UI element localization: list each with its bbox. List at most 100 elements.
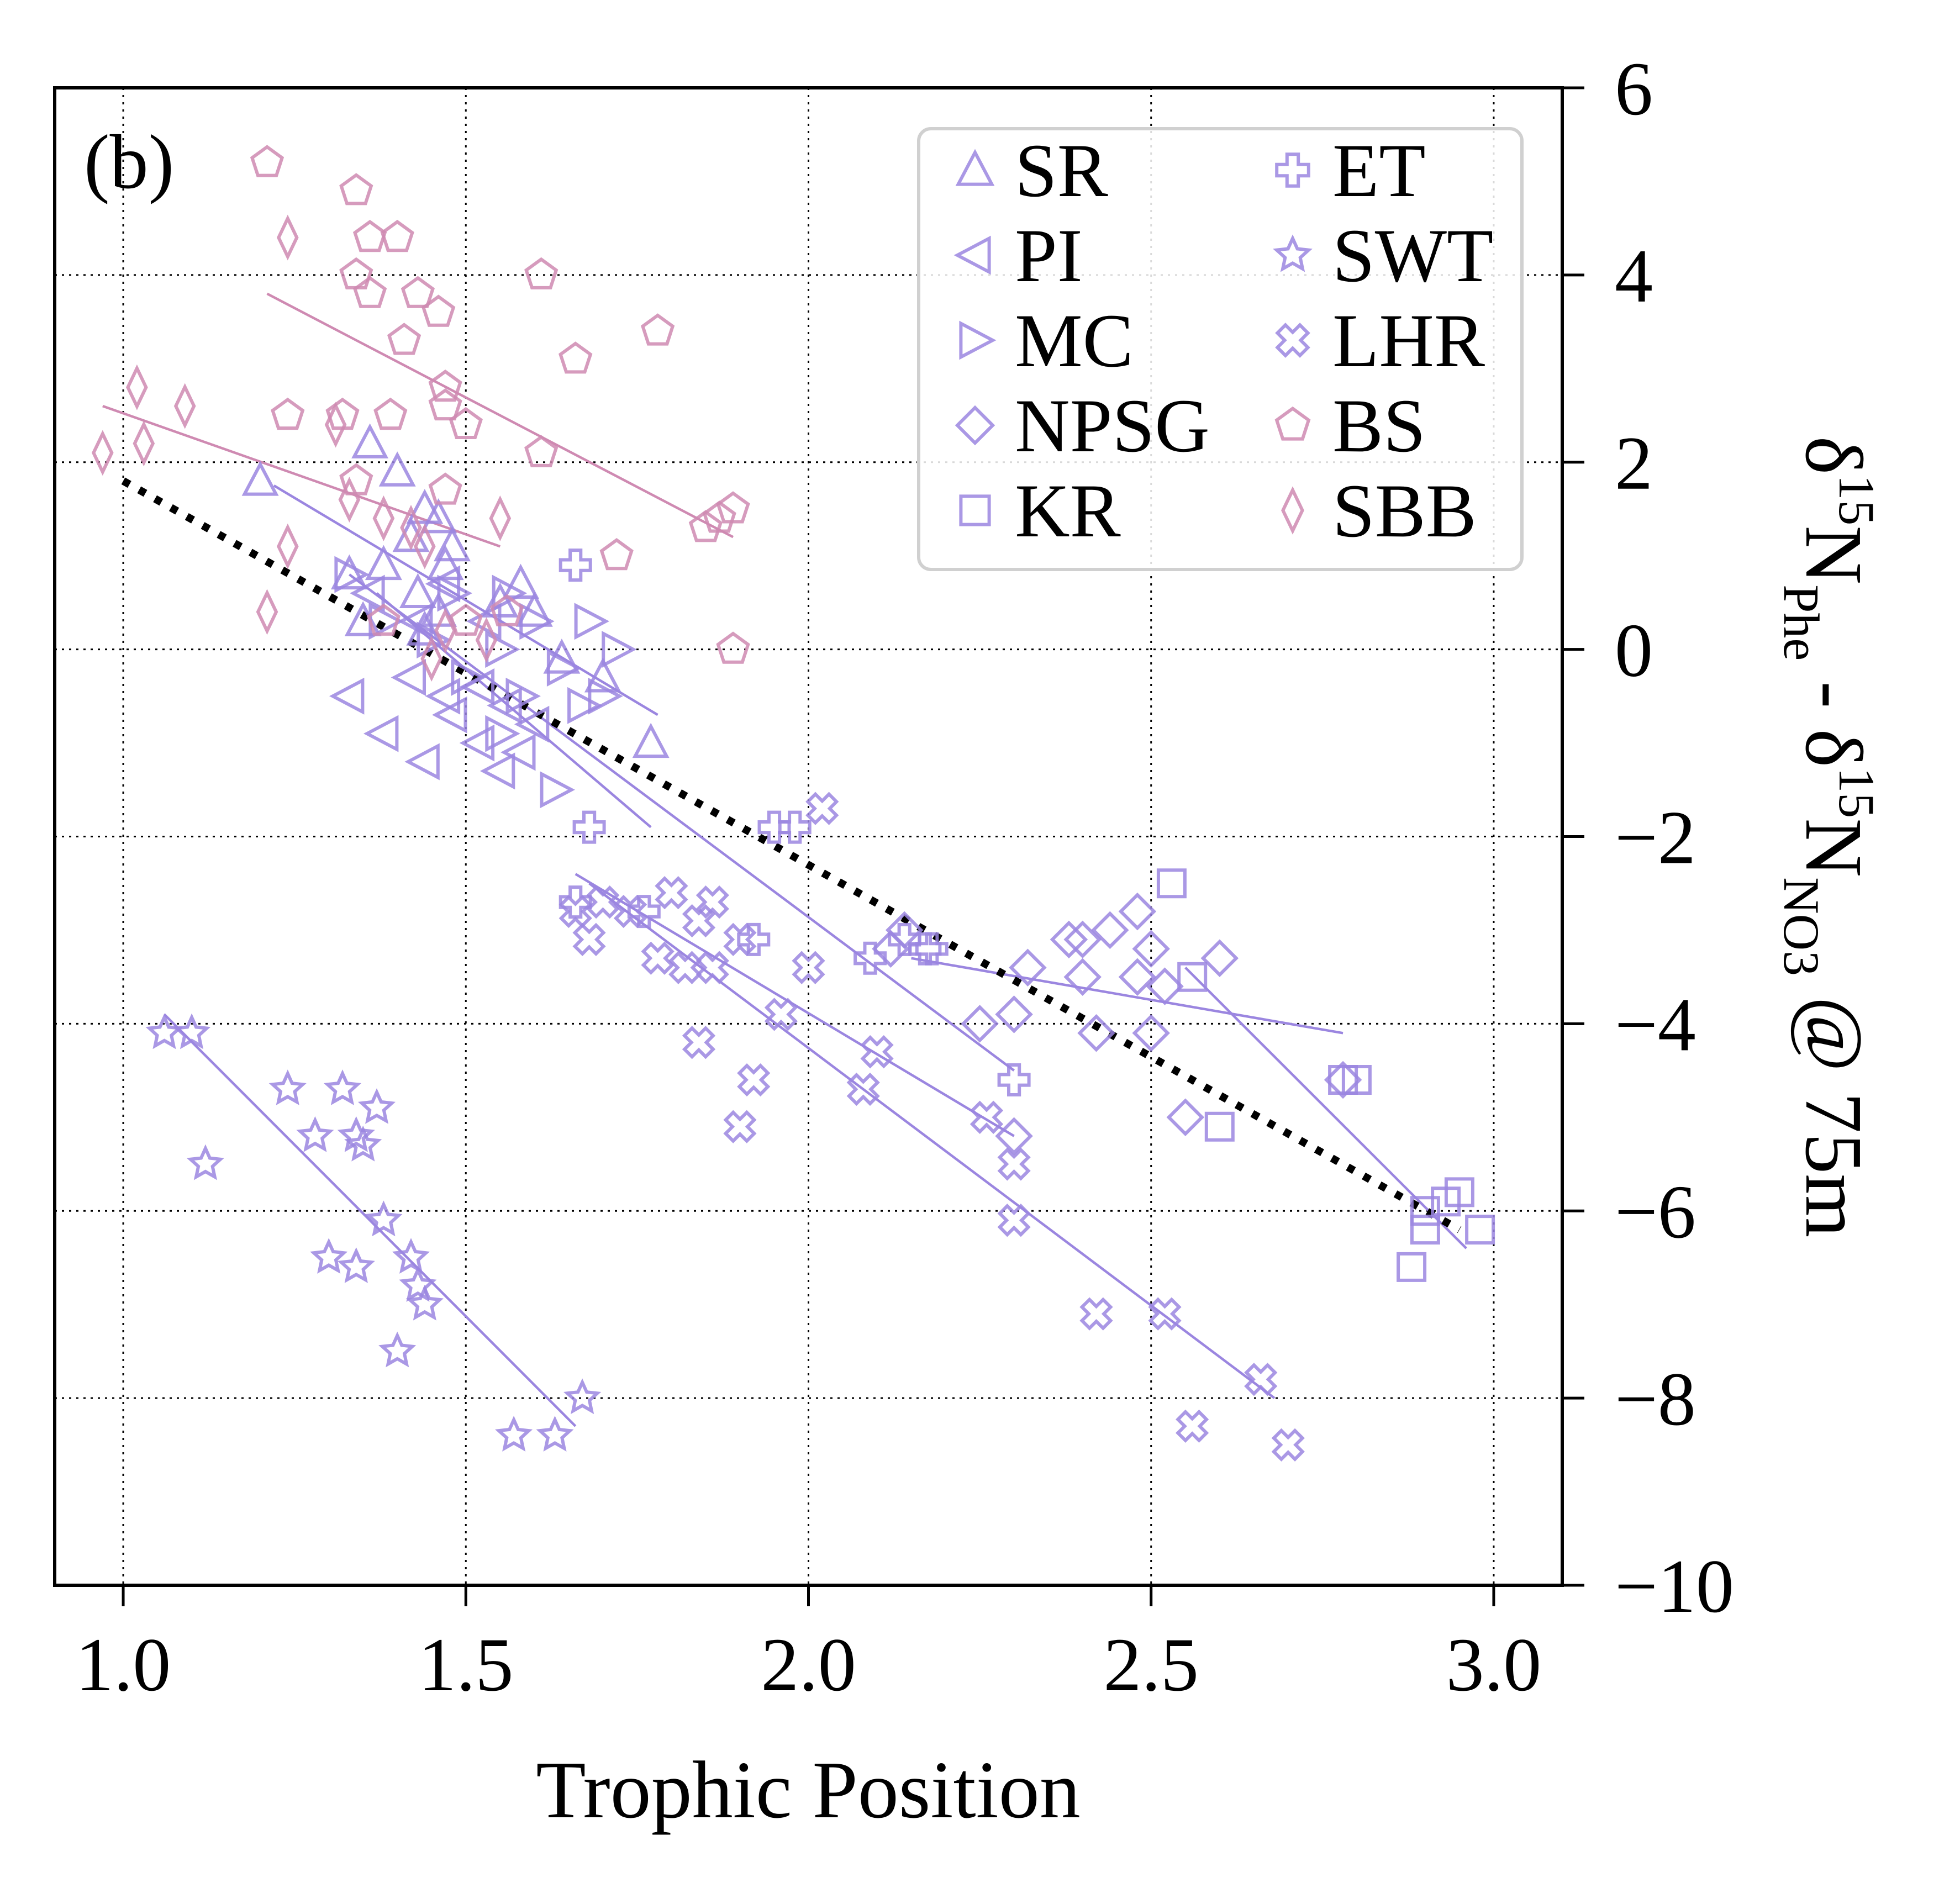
point-npsg [1132,1014,1170,1052]
point-kr [1177,962,1208,992]
point-lhr [737,1063,771,1097]
point-sbb [126,364,148,410]
point-sr [502,563,539,599]
point-npsg [1132,930,1170,968]
point-mc [485,631,520,668]
point-mc [574,603,610,640]
point-lhr [572,922,606,957]
point-sbb [173,383,196,429]
point-sr [434,526,471,562]
point-kr [1397,1252,1427,1282]
point-swt [145,1013,183,1049]
point-sbb [256,589,278,635]
y-tick-label: 4 [1615,234,1653,318]
point-mc [540,771,575,809]
point-bs [366,603,401,636]
point-bs [401,276,435,308]
fit-line-npsg [911,957,1343,1035]
series-lhr [559,792,1305,1462]
point-bs [380,219,414,252]
point-lhr [1176,1409,1209,1443]
point-bs [339,173,373,205]
point-et [997,1063,1031,1096]
point-swt [323,1069,362,1105]
point-mc [417,621,452,659]
point-et [737,922,771,956]
point-bs [373,397,408,430]
point-swt [495,1416,533,1452]
point-npsg [1077,1014,1115,1052]
point-bs [716,631,750,664]
point-swt [296,1116,334,1152]
point-lhr [997,1204,1031,1237]
point-sbb [434,608,456,654]
point-sr [399,573,436,608]
point-npsg [995,995,1033,1033]
x-tick-label: 2.5 [1103,1622,1199,1707]
legend-marker-npsg [955,405,995,446]
point-sbb [133,420,155,467]
point-pi [363,715,399,752]
point-et [853,941,887,975]
point-swt [337,1247,375,1283]
point-lhr [559,894,592,929]
point-lhr [792,951,825,984]
point-bs [352,219,387,252]
x-axis-title: Trophic Position [536,1745,1081,1835]
point-bs [250,145,284,177]
point-mc [451,659,486,696]
point-sbb [372,495,395,541]
legend-label-lhr: LHR [1332,298,1485,383]
y-title-delta2: δ [1788,729,1879,767]
point-pi [480,752,515,790]
y-tick-label: 2 [1615,421,1653,505]
x-tick-label: 2.0 [761,1622,856,1707]
point-mc [505,677,541,715]
legend-marker-et [1275,152,1310,188]
point-et [757,810,791,844]
point-swt [536,1416,574,1452]
point-lhr [1079,1297,1113,1331]
point-npsg [1063,958,1102,996]
point-lhr [997,1147,1031,1181]
point-npsg [1118,892,1157,931]
point-bs [428,369,462,402]
point-sr [632,722,670,758]
series-sbb [91,214,512,682]
point-kr [1431,1186,1461,1217]
legend-marker-kr [959,494,991,526]
point-lhr [613,894,647,929]
point-sbb [475,617,498,663]
point-pi [329,677,365,715]
legend-label-pi: PI [1015,213,1083,298]
series-swt [145,1013,602,1452]
point-bs [640,313,675,346]
y-title-n1: N [1788,525,1879,584]
point-swt [365,1200,403,1237]
point-sr [406,489,444,524]
point-mc [519,603,555,640]
point-bs [524,257,559,289]
point-et [572,810,606,844]
point-bs [702,500,736,533]
point-sbb [338,477,361,523]
point-lhr [846,1072,880,1106]
y-title-sub2: NO3 [1773,877,1830,976]
legend-marker-bs [1274,406,1311,441]
point-sr [426,545,464,581]
point-sr [241,461,279,496]
point-et [627,895,661,929]
point-kr [1465,1215,1495,1245]
point-lhr [723,1110,757,1143]
legend-label-swt: SWT [1332,213,1493,298]
point-et [915,932,949,966]
point-mc [437,574,472,612]
point-npsg [1146,967,1184,1005]
point-lhr [1271,1428,1305,1462]
point-sr [378,451,416,487]
point-bs [428,472,462,505]
point-et [559,548,592,582]
legend-label-bs: BS [1332,383,1426,468]
